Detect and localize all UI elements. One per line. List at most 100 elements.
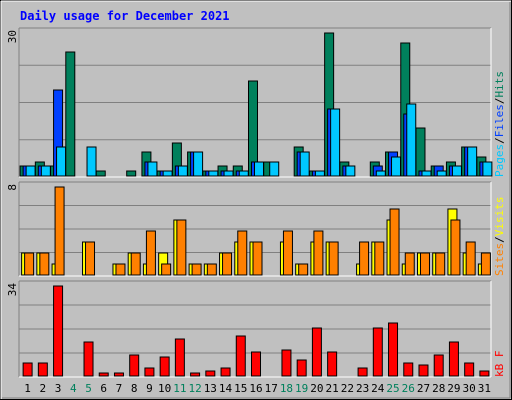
panel-3: 34 — [6, 280, 492, 378]
bar-kb-f-day-30 — [464, 362, 475, 377]
bar-kb-f-day-2 — [37, 362, 48, 377]
bar-kb-f-day-23 — [357, 367, 368, 377]
legend-item-pages: Pages — [493, 144, 506, 177]
bar-kb-f-day-26 — [403, 362, 414, 377]
bar-pages-day-27 — [421, 170, 432, 177]
day-label-19: 19 — [295, 382, 308, 395]
day-label-6: 6 — [100, 382, 107, 395]
bar-hits-day-4 — [65, 51, 76, 177]
bar-kb-f-day-7 — [113, 372, 124, 377]
panel-1: 30 — [6, 27, 493, 178]
day-label-10: 10 — [158, 382, 171, 395]
bar-pages-day-3 — [56, 146, 67, 177]
bar-sites-day-7 — [115, 263, 126, 276]
bar-kb-f-day-31 — [479, 370, 490, 377]
day-label-22: 22 — [341, 382, 354, 395]
bar-pages-day-17 — [269, 161, 280, 177]
bar-sites-day-2 — [39, 252, 50, 276]
day-label-29: 29 — [447, 382, 460, 395]
day-label-26: 26 — [402, 382, 415, 395]
bar-sites-day-8 — [130, 252, 141, 276]
day-label-31: 31 — [478, 382, 491, 395]
bar-sites-day-12 — [191, 263, 202, 276]
day-label-27: 27 — [417, 382, 430, 395]
bar-sites-day-29 — [450, 219, 461, 276]
bar-kb-f-day-29 — [448, 341, 459, 377]
bar-sites-day-1 — [24, 252, 35, 276]
day-label-1: 1 — [24, 382, 31, 395]
day-label-17: 17 — [265, 382, 278, 395]
legend-separator: / — [493, 98, 506, 105]
bar-pages-day-2 — [40, 165, 51, 177]
bar-sites-day-16 — [252, 241, 263, 276]
day-label-21: 21 — [326, 382, 339, 395]
day-label-8: 8 — [131, 382, 138, 395]
bar-pages-day-19 — [299, 151, 310, 177]
bar-pages-day-26 — [406, 103, 417, 177]
day-label-23: 23 — [356, 382, 369, 395]
day-label-13: 13 — [204, 382, 217, 395]
y-max-label: 30 — [6, 30, 19, 43]
bar-pages-day-24 — [375, 170, 386, 177]
bar-sites-day-14 — [222, 252, 233, 276]
bar-sites-day-11 — [176, 219, 187, 276]
bar-sites-day-13 — [206, 263, 217, 276]
legend-panel-2: Sites/Visits — [493, 197, 506, 277]
bar-pages-day-1 — [25, 165, 36, 177]
bar-sites-day-20 — [313, 230, 324, 276]
bar-sites-day-27 — [419, 252, 430, 276]
plot-area: 30 8 34 — [6, 27, 493, 378]
bar-kb-f-day-3 — [53, 285, 64, 377]
bar-kb-f-day-28 — [433, 354, 444, 377]
bar-kb-f-day-1 — [22, 362, 33, 377]
x-axis-day-labels: 1 2 3 4 5 6 7 8 9 10 11 12 13 14 15 16 17 18 19 20 21 22 23 24 2… — [24, 382, 491, 395]
bar-kb-f-day-16 — [251, 351, 261, 377]
legend-panel-1: Pages/Files/Hits — [493, 71, 506, 177]
bar-pages-day-25 — [391, 156, 402, 177]
day-label-12: 12 — [188, 382, 201, 395]
bar-sites-day-24 — [374, 241, 385, 276]
bar-sites-day-25 — [389, 208, 400, 276]
bar-pages-day-31 — [482, 161, 493, 177]
bar-sites-day-3 — [54, 186, 65, 276]
bar-pages-day-28 — [436, 170, 447, 177]
day-label-2: 2 — [40, 382, 47, 395]
bar-kb-f-day-13 — [205, 370, 216, 377]
legend-area: Pages/Files/Hits Sites/Visits kB F — [493, 71, 506, 377]
bar-kb-f-day-9 — [144, 367, 155, 377]
day-label-11: 11 — [173, 382, 186, 395]
bar-pages-day-29 — [451, 165, 462, 177]
bar-sites-day-5 — [85, 241, 96, 276]
bar-sites-day-15 — [237, 230, 248, 276]
bar-pages-day-22 — [345, 165, 356, 177]
bar-hits-day-8 — [126, 170, 137, 177]
legend-item-hits: Hits — [493, 71, 506, 98]
bar-pages-day-15 — [238, 170, 249, 177]
day-label-18: 18 — [280, 382, 293, 395]
bar-pages-day-14 — [223, 170, 234, 177]
bar-sites-day-21 — [328, 241, 339, 276]
bar-sites-day-19 — [298, 263, 309, 276]
bar-sites-day-9 — [145, 230, 156, 276]
day-label-15: 15 — [234, 382, 247, 395]
legend-separator: / — [493, 137, 506, 144]
bar-kb-f-day-5 — [83, 341, 94, 377]
bar-sites-day-10 — [161, 263, 172, 276]
bar-kb-f-day-8 — [129, 354, 140, 377]
bar-pages-day-21 — [330, 108, 341, 177]
day-label-14: 14 — [219, 382, 233, 395]
bar-pages-day-13 — [208, 170, 219, 177]
bar-sites-day-30 — [465, 241, 476, 276]
bar-pages-day-5 — [86, 146, 97, 177]
day-label-28: 28 — [432, 382, 445, 395]
bar-sites-day-31 — [480, 252, 491, 276]
legend-item-sites: Sites — [493, 243, 506, 276]
bar-sites-day-26 — [404, 252, 415, 276]
day-label-9: 9 — [146, 382, 153, 395]
legend-item-kb-f: kB F — [493, 351, 506, 378]
day-label-30: 30 — [463, 382, 476, 395]
bar-pages-day-12 — [193, 151, 204, 177]
bar-pages-day-9 — [147, 161, 158, 177]
bar-sites-day-28 — [435, 252, 446, 276]
